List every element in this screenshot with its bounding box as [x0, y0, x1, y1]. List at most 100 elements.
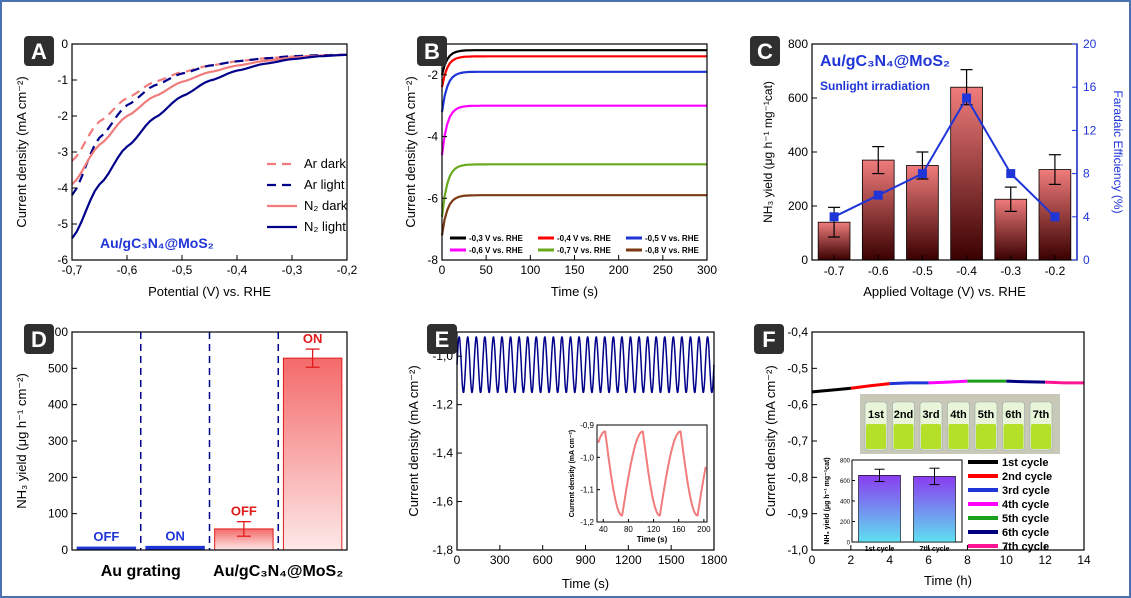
chart-f-series-line: [1045, 380, 1084, 385]
chart-d-group-label: Au grating: [101, 563, 181, 580]
chart-e-inset-ylabel: Current density (mA cm⁻²): [569, 430, 576, 517]
chart-a-xtick-label: -0,2: [337, 263, 358, 277]
chart-f-vial-label: 5th: [978, 409, 995, 421]
chart-b-legend-label: -0,7 V vs. RHE: [557, 246, 611, 255]
chart-e-xlabel: Time (s): [562, 576, 609, 591]
chart-f-legend-label: 5th cycle: [1002, 513, 1049, 525]
chart-c-xtick-label: -0.7: [824, 264, 845, 278]
chart-c-ytick2-label: 4: [1083, 210, 1090, 224]
chart-c-ytick-label: 0: [801, 253, 808, 267]
chart-d-ytick-label: 200: [48, 470, 68, 484]
chart-b-badge-letter: B: [424, 39, 440, 64]
chart-c-fe-marker: [1006, 169, 1016, 179]
chart-a-series-line: [71, 53, 348, 162]
chart-f-vial-liquid: [976, 424, 996, 449]
chart-b-legend-label: -0,6 V vs. RHE: [469, 246, 523, 255]
chart-e-inset-xtick-label: 120: [647, 525, 661, 534]
chart-f-xtick-label: 4: [886, 553, 893, 567]
chart-a-legend-label: N₂ dark: [304, 198, 348, 213]
chart-c-badge: [750, 36, 780, 66]
chart-f-vial-label: 7th: [1033, 409, 1050, 421]
chart-c-ytick2-label: 0: [1083, 253, 1090, 267]
chart-a-badge: [24, 36, 54, 66]
chart-e-inset-ytick-label: -0,9: [580, 421, 594, 430]
chart-c-xtick-label: -0.2: [1045, 264, 1066, 278]
chart-e-xtick-label: 600: [533, 553, 553, 567]
chart-c-bar: [906, 165, 939, 261]
chart-a-xlabel: Potential (V) vs. RHE: [148, 284, 271, 299]
chart-a-ytick-label: -1: [57, 73, 68, 87]
chart-f-inset-bar: [913, 476, 956, 543]
chart-a-xtick-label: -0,5: [172, 263, 193, 277]
chart-f-vial-liquid: [1003, 424, 1024, 449]
chart-d-badge: [24, 324, 54, 354]
chart-f-inset-ytick-label: 400: [840, 500, 851, 506]
chart-a-xtick-label: -0,4: [227, 263, 248, 277]
chart-e-series-line: [456, 336, 715, 394]
chart-b-legend-label: -0,8 V vs. RHE: [645, 246, 699, 255]
chart-f-xtick-label: 8: [964, 553, 971, 567]
chart-f-ytick-label: -0,5: [787, 361, 808, 375]
chart-a-ylabel: Current density (mA cm⁻²): [14, 76, 29, 227]
chart-f-vial-label: 3rd: [922, 409, 939, 421]
chart-b-series-line: [440, 49, 707, 76]
chart-f-inset-ytick-label: 800: [840, 459, 851, 465]
chart-f-inset-ytick-label: 600: [840, 479, 851, 485]
chart-f-vial-liquid: [893, 424, 914, 449]
chart-b-ytick-label: -4: [427, 130, 438, 144]
chart-f-series-line: [889, 381, 929, 386]
chart-c-fe-marker: [1050, 212, 1060, 222]
chart-a-ytick-label: -3: [57, 145, 68, 159]
chart-b-ylabel: Current density (mA cm⁻²): [403, 76, 418, 227]
chart-f-ytick-label: -0,6: [787, 398, 808, 412]
chart-e-ylabel: Current density (mA cm⁻²): [406, 365, 421, 516]
chart-c-bar: [994, 198, 1028, 261]
chart-f-legend-label: 1st cycle: [1002, 457, 1048, 469]
chart-f-inset-ylabel: NH₃ yield (μg h⁻¹ mg⁻¹cat): [824, 457, 831, 544]
chart-c-bar: [861, 159, 895, 261]
chart-f-xtick-label: 12: [1038, 553, 1052, 567]
chart-d-ylabel: NH₃ yield (μg h⁻¹ cm⁻²): [14, 373, 29, 509]
chart-f-ytick-label: -0,4: [787, 325, 808, 339]
chart-f-xtick-label: 14: [1077, 553, 1091, 567]
chart-e-ytick-label: -1,6: [432, 495, 453, 509]
chart-b-series-line: [440, 194, 707, 236]
chart-e-inset-line: [597, 430, 707, 517]
chart-e-inset-frame: [596, 424, 708, 523]
chart-b-legend-label: -0,3 V vs. RHE: [469, 234, 523, 243]
chart-c-xtick-label: -0.4: [956, 264, 977, 278]
chart-b-xtick-label: 150: [564, 263, 584, 277]
chart-d-ytick-label: 300: [48, 434, 68, 448]
chart-b-series-line: [440, 104, 707, 156]
chart-e-ytick-label: -1,2: [432, 398, 453, 412]
chart-b-series-line: [440, 55, 707, 88]
chart-d-group-label: Au/gC₃N₄@MoS₂: [213, 563, 343, 580]
chart-e-inset-ytick-label: -1,2: [580, 518, 594, 527]
chart-d-ytick-label: 400: [48, 398, 68, 412]
chart-f-ytick-label: -0,9: [787, 507, 808, 521]
chart-f-xtick-label: 10: [1000, 553, 1014, 567]
chart-b-legend-label: -0,5 V vs. RHE: [645, 234, 699, 243]
chart-e-xtick-label: 1800: [701, 553, 728, 567]
chart-e-xtick-label: 900: [575, 553, 595, 567]
chart-c-bar: [950, 86, 983, 261]
chart-c-ytick-label: 200: [788, 199, 808, 213]
chart-c-fe-marker: [962, 93, 972, 103]
chart-e-inset-xtick-label: 80: [624, 525, 633, 534]
chart-c-xtick-label: -0.3: [1000, 264, 1021, 278]
chart-b-badge: [417, 36, 447, 66]
chart-f-vial-liquid: [948, 424, 969, 449]
chart-d-bar-label: ON: [165, 528, 185, 543]
chart-c-ytick2-label: 16: [1083, 80, 1097, 94]
chart-c-ytick-label: 400: [788, 145, 808, 159]
chart-c-ytick2-label: 20: [1083, 37, 1097, 51]
chart-a-xtick-label: -0,6: [117, 263, 138, 277]
chart-f-legend-label: 4th cycle: [1002, 499, 1049, 511]
chart-f-vial-liquid: [921, 424, 941, 449]
chart-d-bar-label: ON: [303, 331, 323, 346]
chart-a-xtick-label: -0,3: [282, 263, 303, 277]
chart-a-ytick-label: -6: [57, 253, 68, 267]
chart-f-ytick-label: -0,8: [787, 470, 808, 484]
